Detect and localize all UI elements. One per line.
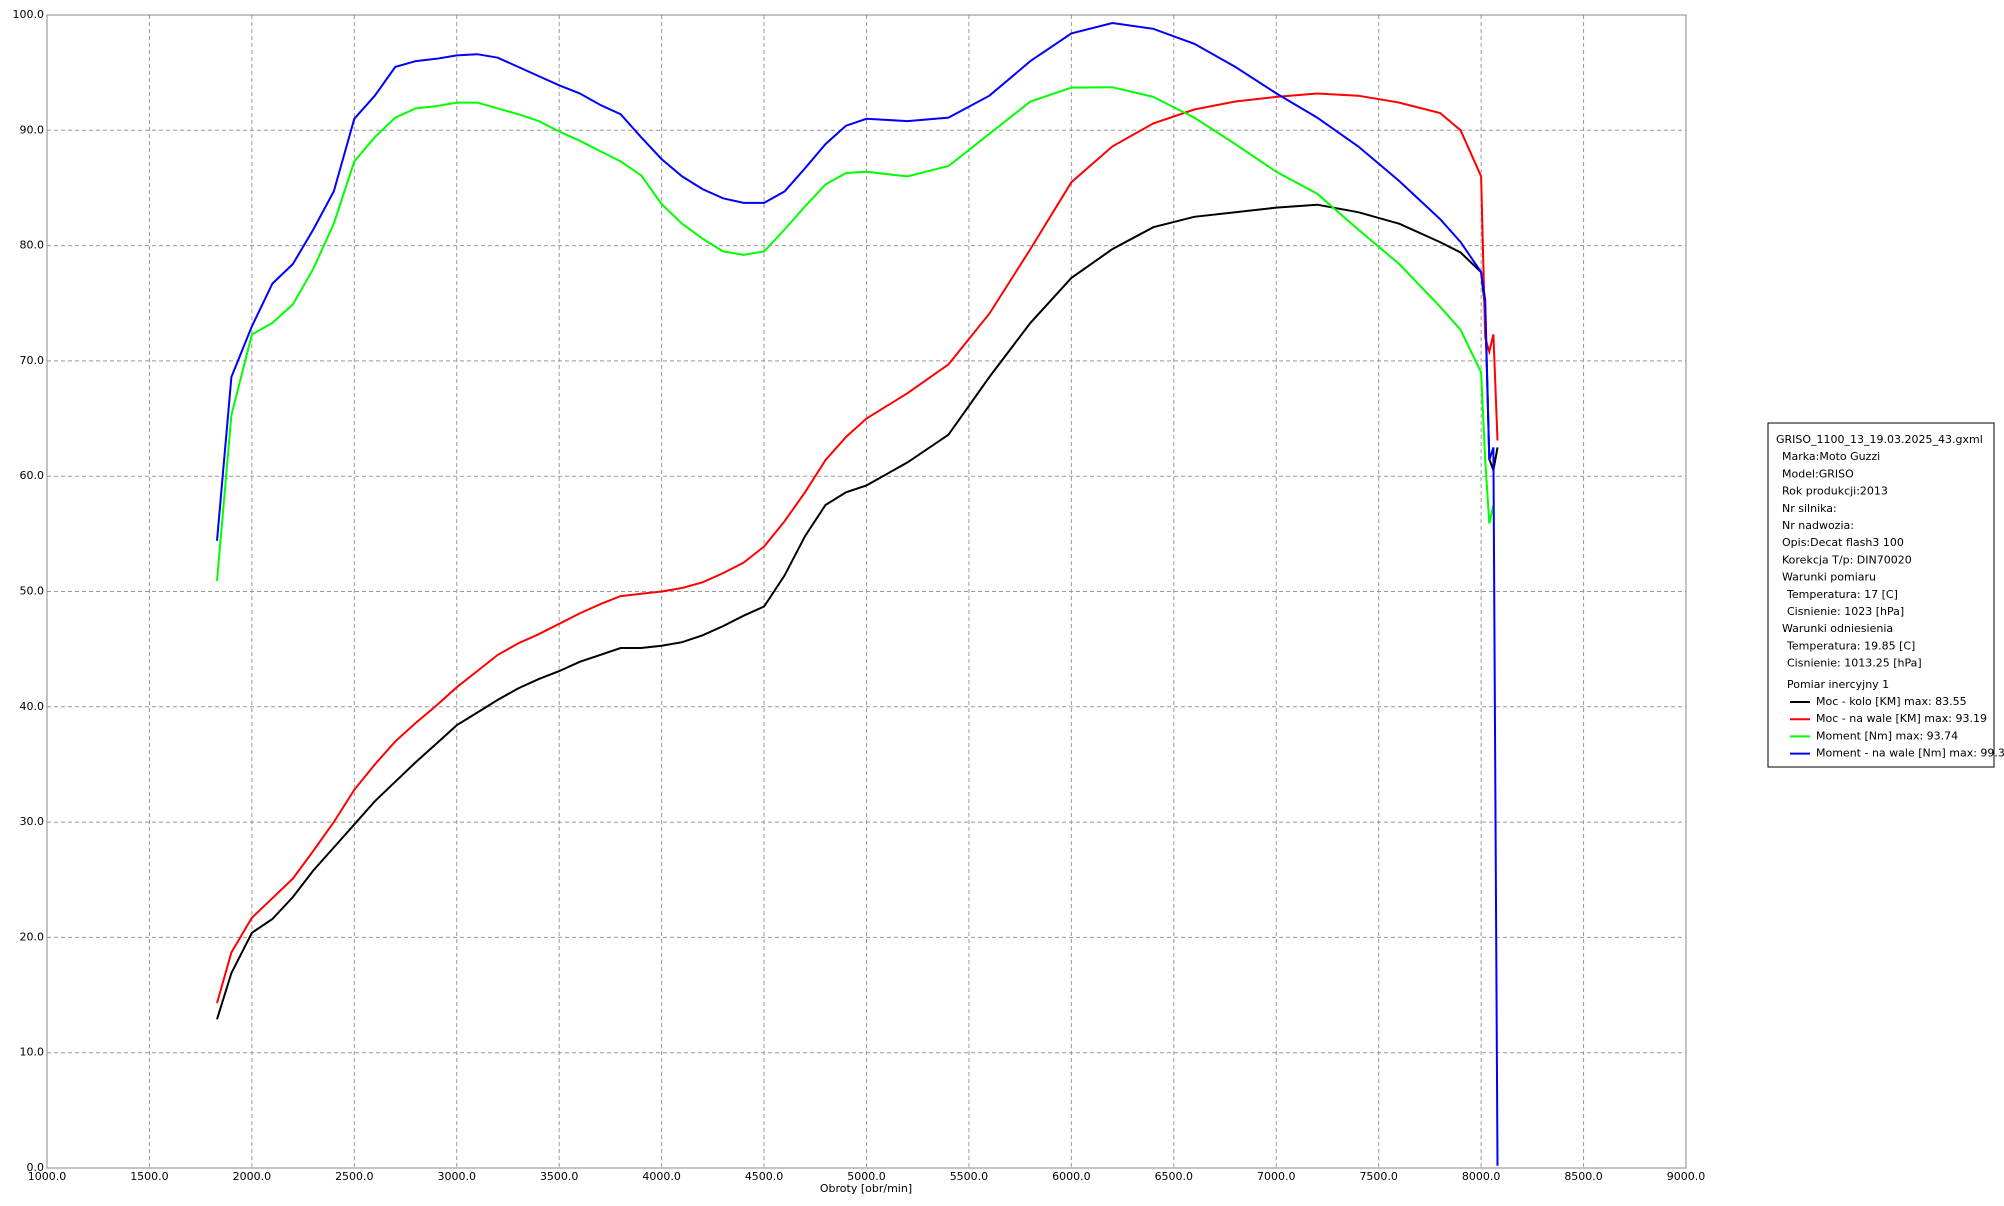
x-tick-label: 6500.0 bbox=[1155, 1170, 1194, 1183]
series-line bbox=[216, 92, 1499, 1004]
legend-info: Temperatura: 19.85 [C] bbox=[1786, 639, 1915, 652]
x-tick-label: 7500.0 bbox=[1359, 1170, 1398, 1183]
y-tick-label: 0.0 bbox=[27, 1161, 45, 1174]
series-line bbox=[216, 86, 1495, 582]
legend-info: Nr nadwozia: bbox=[1782, 519, 1854, 532]
y-tick-label: 100.0 bbox=[13, 8, 45, 21]
x-tick-label: 9000.0 bbox=[1667, 1170, 1706, 1183]
legend-group-title: Warunki odniesienia bbox=[1782, 622, 1893, 635]
legend-info: Nr silnika: bbox=[1782, 502, 1837, 515]
legend-info: Cisnienie: 1023 [hPa] bbox=[1787, 605, 1904, 618]
legend-title: GRISO_1100_13_19.03.2025_43.gxml bbox=[1776, 433, 1983, 446]
legend-info: Marka:Moto Guzzi bbox=[1782, 450, 1880, 463]
legend-info: Opis:Decat flash3 100 bbox=[1782, 536, 1904, 549]
plot-frame bbox=[46, 14, 1687, 1169]
legend-info: Temperatura: 17 [C] bbox=[1786, 588, 1898, 601]
legend-info: Cisnienie: 1013.25 [hPa] bbox=[1787, 657, 1922, 670]
y-tick-label: 90.0 bbox=[20, 123, 45, 136]
x-tick-label: 4000.0 bbox=[642, 1170, 681, 1183]
y-tick-label: 50.0 bbox=[20, 585, 45, 598]
legend-label: Moment - na wale [Nm] max: 99.31 bbox=[1816, 747, 2004, 760]
x-tick-label: 5000.0 bbox=[847, 1170, 886, 1183]
legend-label: Moc - kolo [KM] max: 83.55 bbox=[1816, 695, 1967, 708]
x-tick-label: 1000.0 bbox=[28, 1170, 67, 1183]
x-tick-label: 8500.0 bbox=[1564, 1170, 1603, 1183]
y-tick-label: 80.0 bbox=[20, 239, 45, 252]
legend-group-title: Warunki pomiaru bbox=[1782, 571, 1876, 584]
x-tick-label: 5500.0 bbox=[950, 1170, 989, 1183]
legend-label: Moment [Nm] max: 93.74 bbox=[1816, 729, 1958, 742]
series-line bbox=[216, 21, 1499, 1166]
x-tick-label: 1500.0 bbox=[130, 1170, 169, 1183]
legend-label: Moc - na wale [KM] max: 93.19 bbox=[1816, 712, 1987, 725]
x-tick-label: 3500.0 bbox=[540, 1170, 579, 1183]
x-tick-label: 7000.0 bbox=[1257, 1170, 1296, 1183]
y-tick-label: 60.0 bbox=[20, 469, 45, 482]
x-tick-label: 2500.0 bbox=[335, 1170, 374, 1183]
legend-box bbox=[1767, 422, 1995, 768]
legend-info: Korekcja T/p: DIN70020 bbox=[1782, 553, 1912, 566]
x-tick-label: 3000.0 bbox=[438, 1170, 477, 1183]
y-tick-label: 70.0 bbox=[20, 354, 45, 367]
x-tick-label: 8000.0 bbox=[1462, 1170, 1501, 1183]
y-tick-label: 10.0 bbox=[20, 1046, 45, 1059]
x-tick-label: 2000.0 bbox=[233, 1170, 272, 1183]
legend-measurement: Pomiar inercyjny 1 bbox=[1787, 678, 1889, 691]
legend-info: Model:GRISO bbox=[1782, 467, 1854, 480]
x-tick-label: 6000.0 bbox=[1052, 1170, 1091, 1183]
series-line bbox=[216, 203, 1499, 1020]
x-axis-label: Obroty [obr/min] bbox=[820, 1182, 912, 1195]
y-tick-label: 40.0 bbox=[20, 700, 45, 713]
y-tick-label: 30.0 bbox=[20, 815, 45, 828]
y-tick-label: 20.0 bbox=[20, 930, 45, 943]
x-tick-label: 4500.0 bbox=[745, 1170, 784, 1183]
legend-info: Rok produkcji:2013 bbox=[1782, 485, 1888, 498]
